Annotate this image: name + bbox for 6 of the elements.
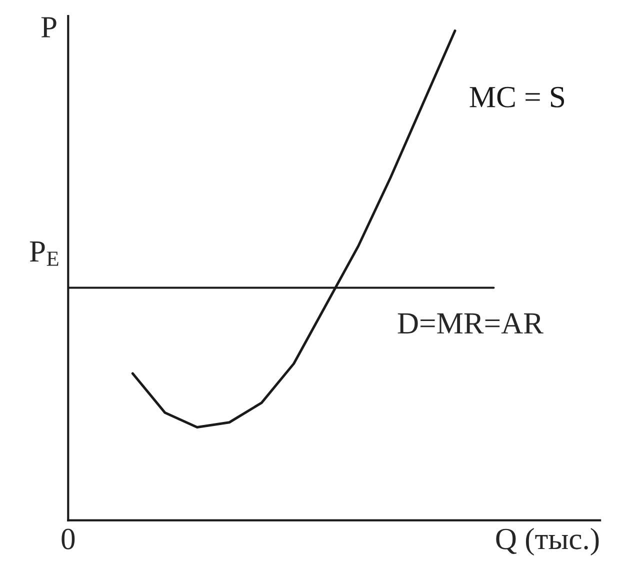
y-axis-title: P	[41, 17, 56, 38]
text: P$_{E}$	[30, 241, 58, 266]
series-label: MC = S	[470, 86, 564, 108]
x-axis-title: Q (тыс.)	[496, 528, 599, 556]
text: 0	[62, 528, 75, 550]
ref-line-label: D=MR=AR	[398, 313, 544, 334]
